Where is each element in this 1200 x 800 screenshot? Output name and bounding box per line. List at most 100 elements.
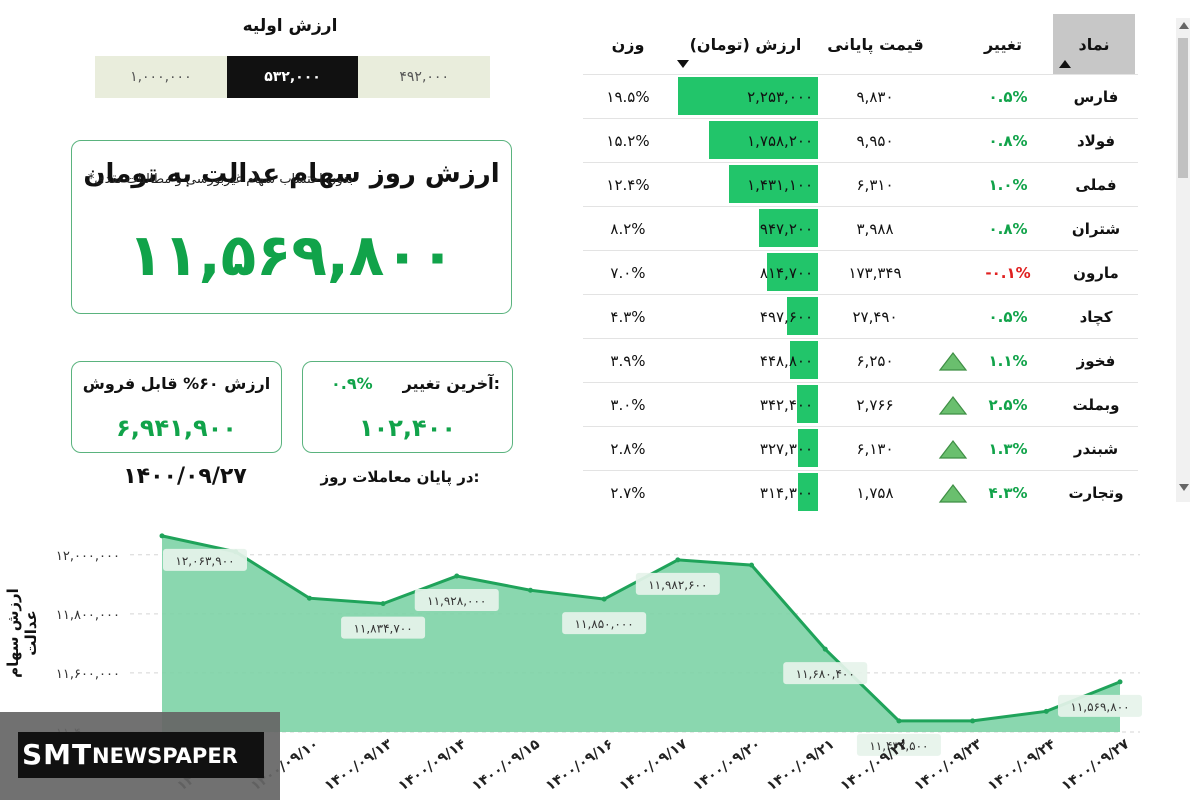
table-row[interactable]: فولاد ۰.۸% ۹,۹۵۰ ۱,۷۵۸,۲۰۰ ۱۵.۲% xyxy=(583,118,1138,163)
last-change-percent: ۰.۹% xyxy=(331,374,373,393)
point-label-box xyxy=(341,616,426,639)
row-value: ۱,۴۳۱,۱۰۰ xyxy=(747,176,813,194)
row-value: ۳۴۲,۴۰۰ xyxy=(759,396,813,414)
header-weight[interactable]: وزن xyxy=(588,14,668,74)
row-change: ۴.۳% xyxy=(988,484,1028,502)
table-row[interactable]: شبندر ۱.۳% ۶,۱۳۰ ۳۲۷,۳۰۰ ۲.۸% xyxy=(583,426,1138,471)
table-scrollbar-thumb[interactable] xyxy=(1178,38,1188,178)
row-value-cell: ۱,۴۳۱,۱۰۰ xyxy=(673,163,818,207)
row-value-bar xyxy=(787,297,818,335)
row-value-bar xyxy=(729,165,818,203)
sort-descending-icon xyxy=(677,60,689,68)
row-value-cell: ۲,۲۵۳,۰۰۰ xyxy=(673,75,818,119)
row-price: ۱۷۳,۳۴۹ xyxy=(848,264,902,282)
x-tick-label: ۱۴۰۰/۰۹/۱۳ xyxy=(322,736,396,794)
row-value-bar xyxy=(678,77,818,115)
daily-value-card: ارزش روز سهام عدالت به تومان ۱۱,۵۶۹,۸۰۰ xyxy=(71,140,512,314)
initial-value-option-532000[interactable]: ۵۳۲,۰۰۰ xyxy=(226,56,359,98)
row-value: ۳۱۴,۳۰۰ xyxy=(759,484,813,502)
table-row[interactable]: فملی ۱.۰% ۶,۳۱۰ ۱,۴۳۱,۱۰۰ ۱۲.۴% xyxy=(583,162,1138,207)
header-symbol[interactable]: نماد xyxy=(1053,14,1135,74)
point-label: ۱۱,۵۶۹,۸۰۰ xyxy=(1070,700,1129,714)
point-label: ۱۱,۹۲۸,۰۰۰ xyxy=(427,594,486,608)
point-label: ۱۲,۰۶۳,۹۰۰ xyxy=(175,554,234,568)
row-value-cell: ۳۱۴,۳۰۰ xyxy=(673,471,818,515)
row-weight: ۷.۰% xyxy=(610,264,646,282)
row-value: ۲,۲۵۳,۰۰۰ xyxy=(747,88,813,106)
sellable-value-label: ارزش ۶۰% قابل فروش xyxy=(82,374,271,393)
header-symbol-label: نماد xyxy=(1078,34,1110,54)
point-label: ۱۱,۶۸۰,۴۰۰ xyxy=(796,667,855,681)
up-triangle-icon xyxy=(935,339,971,383)
row-weight: ۱۹.۵% xyxy=(606,88,650,106)
table-row[interactable]: وبملت ۲.۵% ۲,۷۶۶ ۳۴۲,۴۰۰ ۳.۰% xyxy=(583,382,1138,427)
row-symbol: وتجارت xyxy=(1068,484,1124,502)
row-price: ۲۷,۴۹۰ xyxy=(852,308,898,326)
initial-value-option-1000000[interactable]: ۱,۰۰۰,۰۰۰ xyxy=(95,56,227,98)
point-label-box xyxy=(163,548,247,571)
row-value-cell: ۹۴۷,۲۰۰ xyxy=(673,207,818,251)
initial-value-selector: ۱,۰۰۰,۰۰۰ ۵۳۲,۰۰۰ ۴۹۲,۰۰۰ xyxy=(95,56,491,98)
table-row[interactable]: کچاد ۰.۵% ۲۷,۴۹۰ ۴۹۷,۶۰۰ ۴.۳% xyxy=(583,294,1138,339)
table-row[interactable]: مارون -۰.۱% ۱۷۳,۳۴۹ ۸۱۴,۷۰۰ ۷.۰% xyxy=(583,250,1138,295)
x-tick-label: ۱۴۰۰/۰۹/۲۰ xyxy=(690,736,764,794)
table-row[interactable]: وتجارت ۴.۳% ۱,۷۵۸ ۳۱۴,۳۰۰ ۲.۷% xyxy=(583,470,1138,515)
row-weight: ۲.۸% xyxy=(610,440,646,458)
row-value-cell: ۴۹۷,۶۰۰ xyxy=(673,295,818,339)
row-change: ۰.۸% xyxy=(988,220,1028,238)
header-change[interactable]: تغییر xyxy=(953,14,1053,74)
x-tick-label: ۱۴۰۰/۰۹/۱۵ xyxy=(469,736,543,794)
last-change-card: آخرین تغییر: ۰.۹% ۱۰۲,۴۰۰ xyxy=(302,361,513,453)
header-value-label: ارزش (تومان) xyxy=(689,34,802,54)
x-tick-label: ۱۴۰۰/۰۹/۱۴ xyxy=(396,736,470,794)
data-point xyxy=(454,573,460,579)
scroll-down-icon[interactable] xyxy=(1179,484,1189,491)
scroll-up-icon[interactable] xyxy=(1179,22,1189,29)
row-value: ۸۱۴,۷۰۰ xyxy=(759,264,813,282)
point-label: ۱۱,۸۵۰,۰۰۰ xyxy=(575,617,634,631)
data-point xyxy=(675,557,681,563)
row-change: ۱.۱% xyxy=(988,352,1028,370)
initial-value-option-492000[interactable]: ۴۹۲,۰۰۰ xyxy=(358,56,491,98)
row-change: ۲.۵% xyxy=(988,396,1028,414)
row-value-bar xyxy=(759,209,818,247)
x-tick-label: ۱۴۰۰/۰۹/۱۷ xyxy=(617,736,691,794)
table-row[interactable]: فارس ۰.۵% ۹,۸۳۰ ۲,۲۵۳,۰۰۰ ۱۹.۵% xyxy=(583,74,1138,119)
data-point xyxy=(380,601,386,607)
newspaper-logo-name: NEWSPAPER xyxy=(92,744,238,768)
data-point xyxy=(159,533,165,539)
row-price: ۶,۲۵۰ xyxy=(856,352,894,370)
table-row[interactable]: شتران ۰.۸% ۳,۹۸۸ ۹۴۷,۲۰۰ ۸.۲% xyxy=(583,206,1138,251)
sort-ascending-icon xyxy=(1059,60,1071,68)
header-weight-label: وزن xyxy=(611,34,645,54)
row-weight: ۱۵.۲% xyxy=(606,132,650,150)
row-value-bar xyxy=(798,429,818,467)
row-weight: ۲.۷% xyxy=(610,484,646,502)
data-point xyxy=(306,595,312,601)
point-label: ۱۱,۹۸۲,۶۰۰ xyxy=(648,578,707,592)
up-triangle-icon xyxy=(935,471,971,515)
row-change: -۰.۱% xyxy=(985,264,1031,282)
row-symbol: وبملت xyxy=(1072,396,1120,414)
initial-value-title: ارزش اولیه xyxy=(242,16,338,36)
row-value-cell: ۳۴۲,۴۰۰ xyxy=(673,383,818,427)
table-scrollbar[interactable] xyxy=(1176,18,1190,502)
last-change-label: آخرین تغییر: xyxy=(402,374,500,393)
daily-value-title: ارزش روز سهام عدالت به تومان xyxy=(83,159,500,189)
row-price: ۱,۷۵۸ xyxy=(856,484,894,502)
daily-value-amount: ۱۱,۵۶۹,۸۰۰ xyxy=(127,221,456,289)
table-row[interactable]: فخوز ۱.۱% ۶,۲۵۰ ۴۴۸,۸۰۰ ۳.۹% xyxy=(583,338,1138,383)
row-value-cell: ۳۲۷,۳۰۰ xyxy=(673,427,818,471)
row-weight: ۱۲.۴% xyxy=(606,176,650,194)
row-value-bar xyxy=(798,473,818,511)
row-value-cell: ۸۱۴,۷۰۰ xyxy=(673,251,818,295)
last-change-amount: ۱۰۲,۴۰۰ xyxy=(358,414,456,442)
point-label-box xyxy=(1058,694,1142,717)
header-value[interactable]: ارزش (تومان) xyxy=(673,14,818,74)
header-price[interactable]: قیمت پایانی xyxy=(813,14,938,74)
row-value: ۹۴۷,۲۰۰ xyxy=(759,220,813,238)
row-symbol: فخوز xyxy=(1076,352,1116,370)
sellable-value-amount: ۶,۹۴۱,۹۰۰ xyxy=(116,414,237,442)
data-point xyxy=(527,587,533,593)
data-point xyxy=(601,596,607,602)
